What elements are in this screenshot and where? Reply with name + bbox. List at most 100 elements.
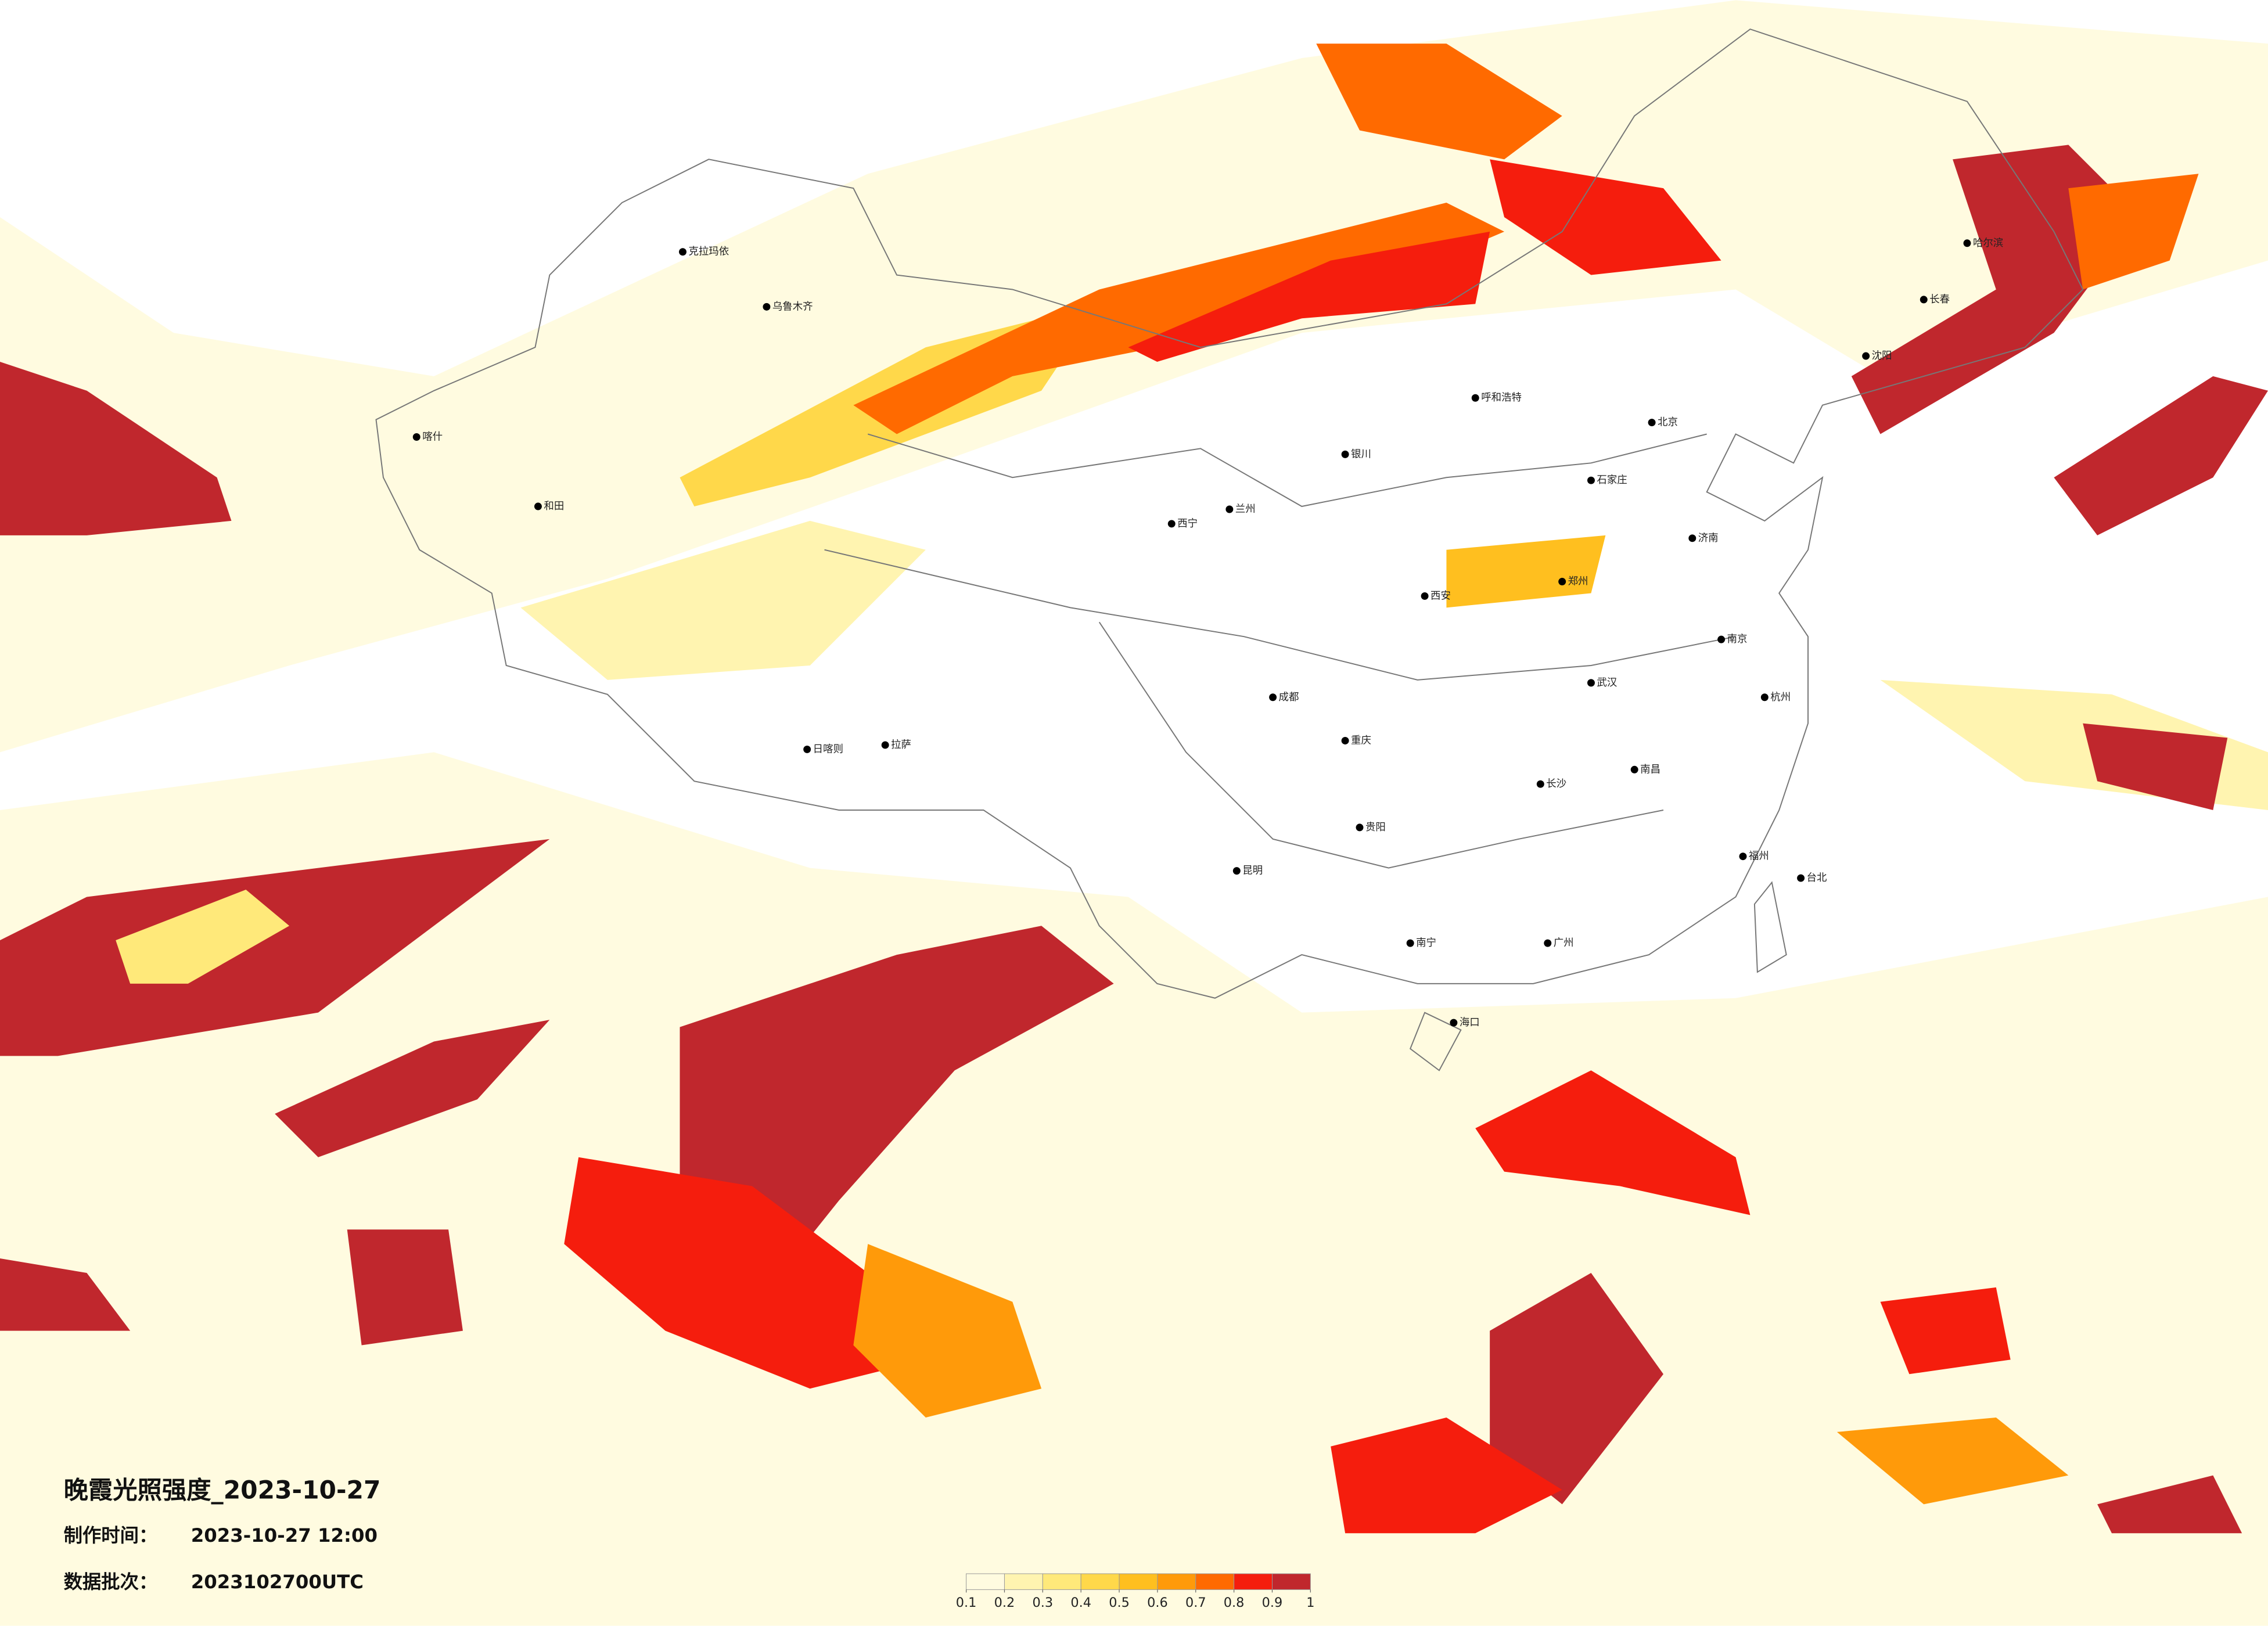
city: 贵阳 (1356, 822, 1386, 833)
made-time: 2023-10-27 12:00 (191, 1524, 378, 1546)
city: 台北 (1797, 872, 1827, 884)
yellow-patch (520, 520, 926, 680)
city-label: 石家庄 (1597, 474, 1627, 486)
city-label: 乌鲁木齐 (772, 301, 813, 312)
city: 郑州 (1558, 576, 1588, 588)
city: 日喀则 (803, 743, 843, 755)
city-dot (412, 433, 420, 441)
city-dot (1167, 520, 1176, 528)
city-label: 广州 (1554, 937, 1574, 949)
city: 呼和浩特 (1471, 392, 1522, 404)
city-dot (1544, 939, 1552, 947)
city: 哈尔滨 (1963, 238, 2003, 249)
city-dot (1920, 296, 1928, 304)
city-label: 哈尔滨 (1973, 238, 2003, 249)
city: 长沙 (1536, 778, 1566, 790)
city-dot (803, 745, 811, 753)
city: 克拉玛依 (679, 246, 729, 258)
dark-patch (1490, 1272, 1663, 1505)
island-border (1753, 881, 1787, 973)
city: 济南 (1688, 533, 1719, 544)
city-label: 沈阳 (1872, 350, 1892, 362)
dark-patch (2083, 723, 2228, 811)
city: 福州 (1739, 851, 1769, 862)
city: 西安 (1421, 590, 1451, 602)
city: 杭州 (1760, 692, 1791, 703)
batch-label: 数据批次： (64, 1571, 158, 1593)
city-label: 长春 (1929, 294, 1950, 305)
city: 广州 (1544, 937, 1574, 949)
colorbar-swatch (1004, 1573, 1043, 1590)
city-dot (1356, 823, 1364, 832)
colorbar-tick-label: 0.6 (1147, 1595, 1168, 1610)
city: 长春 (1920, 294, 1950, 305)
colorbar-tick-label: 0.4 (1070, 1595, 1091, 1610)
city-dot (679, 248, 686, 256)
city: 南昌 (1630, 764, 1660, 775)
city-label: 济南 (1698, 533, 1719, 544)
colorbar-swatch (1234, 1573, 1273, 1590)
colorbar-tick-label: 0.1 (956, 1595, 977, 1610)
city-label: 重庆 (1351, 735, 1371, 746)
city: 银川 (1341, 448, 1371, 460)
red-patch (1331, 1418, 1562, 1534)
city-label: 拉萨 (891, 739, 911, 751)
city-label: 海口 (1460, 1017, 1480, 1028)
city-dot (1341, 737, 1349, 744)
colorbar-tick-label: 1 (1306, 1595, 1314, 1610)
city-label: 贵阳 (1365, 822, 1386, 833)
city: 和田 (534, 501, 564, 512)
city: 昆明 (1232, 865, 1263, 877)
pale-band (0, 752, 2268, 1626)
orange-patch (853, 1244, 1042, 1418)
yellow-patch (116, 889, 290, 984)
orange-patch (1446, 535, 1606, 608)
city: 兰州 (1225, 503, 1256, 515)
city-dot (1225, 505, 1234, 513)
city: 成都 (1269, 692, 1299, 703)
city-label: 喀什 (422, 431, 443, 443)
city: 拉萨 (881, 739, 911, 751)
city-label: 昆明 (1242, 865, 1263, 877)
city-dot (1760, 693, 1769, 702)
city-dot (1688, 534, 1696, 542)
city-dot (1421, 592, 1429, 600)
city-label: 南宁 (1416, 937, 1436, 949)
city-label: 长沙 (1546, 778, 1566, 790)
city-dot (1341, 450, 1349, 458)
colorbar: 0.1 0.2 0.3 0.4 0.5 0.6 0.7 0.8 0.9 1 (956, 1573, 1314, 1610)
city-label: 银川 (1351, 448, 1371, 460)
colorbar-tick-label: 0.8 (1224, 1595, 1245, 1610)
city-label: 西安 (1430, 590, 1451, 602)
city-dot (1648, 419, 1656, 427)
red-patch (1490, 159, 1721, 275)
city-dot (1587, 679, 1595, 687)
dark-patch (1851, 145, 2141, 434)
red-patch (1475, 1070, 1751, 1215)
red-band (1128, 231, 1490, 362)
city-label: 克拉玛依 (688, 246, 729, 258)
colorbar-swatch (1080, 1573, 1120, 1590)
colorbar-swatch (1042, 1573, 1081, 1590)
orange-patch (1836, 1418, 2069, 1505)
dark-patch (0, 361, 232, 535)
city: 乌鲁木齐 (763, 301, 813, 312)
city-dot (1406, 939, 1414, 947)
colorbar-swatch (1271, 1573, 1311, 1590)
pale-band (0, 0, 2268, 753)
city: 武汉 (1587, 677, 1617, 689)
colorbar-swatch (966, 1573, 1005, 1590)
city: 北京 (1648, 417, 1678, 429)
city-label: 西宁 (1177, 518, 1198, 530)
city-dot (1450, 1019, 1458, 1027)
city-label: 和田 (544, 501, 564, 512)
city-dot (1558, 578, 1566, 586)
city-label: 成都 (1279, 692, 1299, 703)
batch: 2023102700UTC (191, 1571, 364, 1593)
colorbar-tick-label: 0.9 (1262, 1595, 1283, 1610)
city-dot (1739, 852, 1747, 861)
cities: 哈尔滨 长春 沈阳 北京 石家庄 济南 郑州 西安 兰州 成都 重庆 贵阳 昆明… (412, 238, 2003, 1028)
